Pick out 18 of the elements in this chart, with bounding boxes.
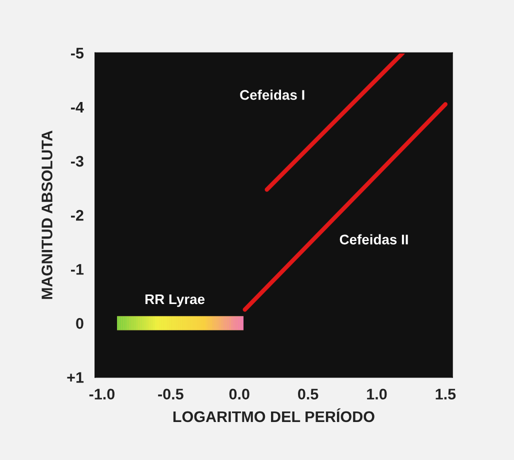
x-tick-label: 1.5	[436, 388, 456, 400]
x-tick-label: -0.5	[158, 388, 184, 400]
x-tick-label: -1.0	[89, 388, 114, 400]
x-axis-title: LOGARITMO DEL PERÍODO	[173, 408, 374, 422]
x-tick-label: 0.5	[298, 388, 318, 400]
y-tick-label: -1	[70, 264, 84, 275]
y-tick-label: -2	[70, 210, 84, 221]
y-tick-label: +1	[67, 372, 84, 383]
series-label: RR Lyrae	[145, 294, 205, 307]
y-tick-label: -5	[70, 48, 84, 59]
x-tick-label: 1.0	[367, 388, 387, 400]
y-tick-label: 0	[76, 318, 84, 329]
y-axis-title: MAGNITUD ABSOLUTA	[42, 130, 52, 299]
series-label: Cefeidas II	[340, 234, 408, 244]
x-tick-label: 0.0	[229, 388, 250, 400]
y-tick-label: -4	[70, 102, 84, 112]
y-tick-label: -3	[70, 156, 84, 167]
text: Cefeidas I	[240, 90, 304, 100]
